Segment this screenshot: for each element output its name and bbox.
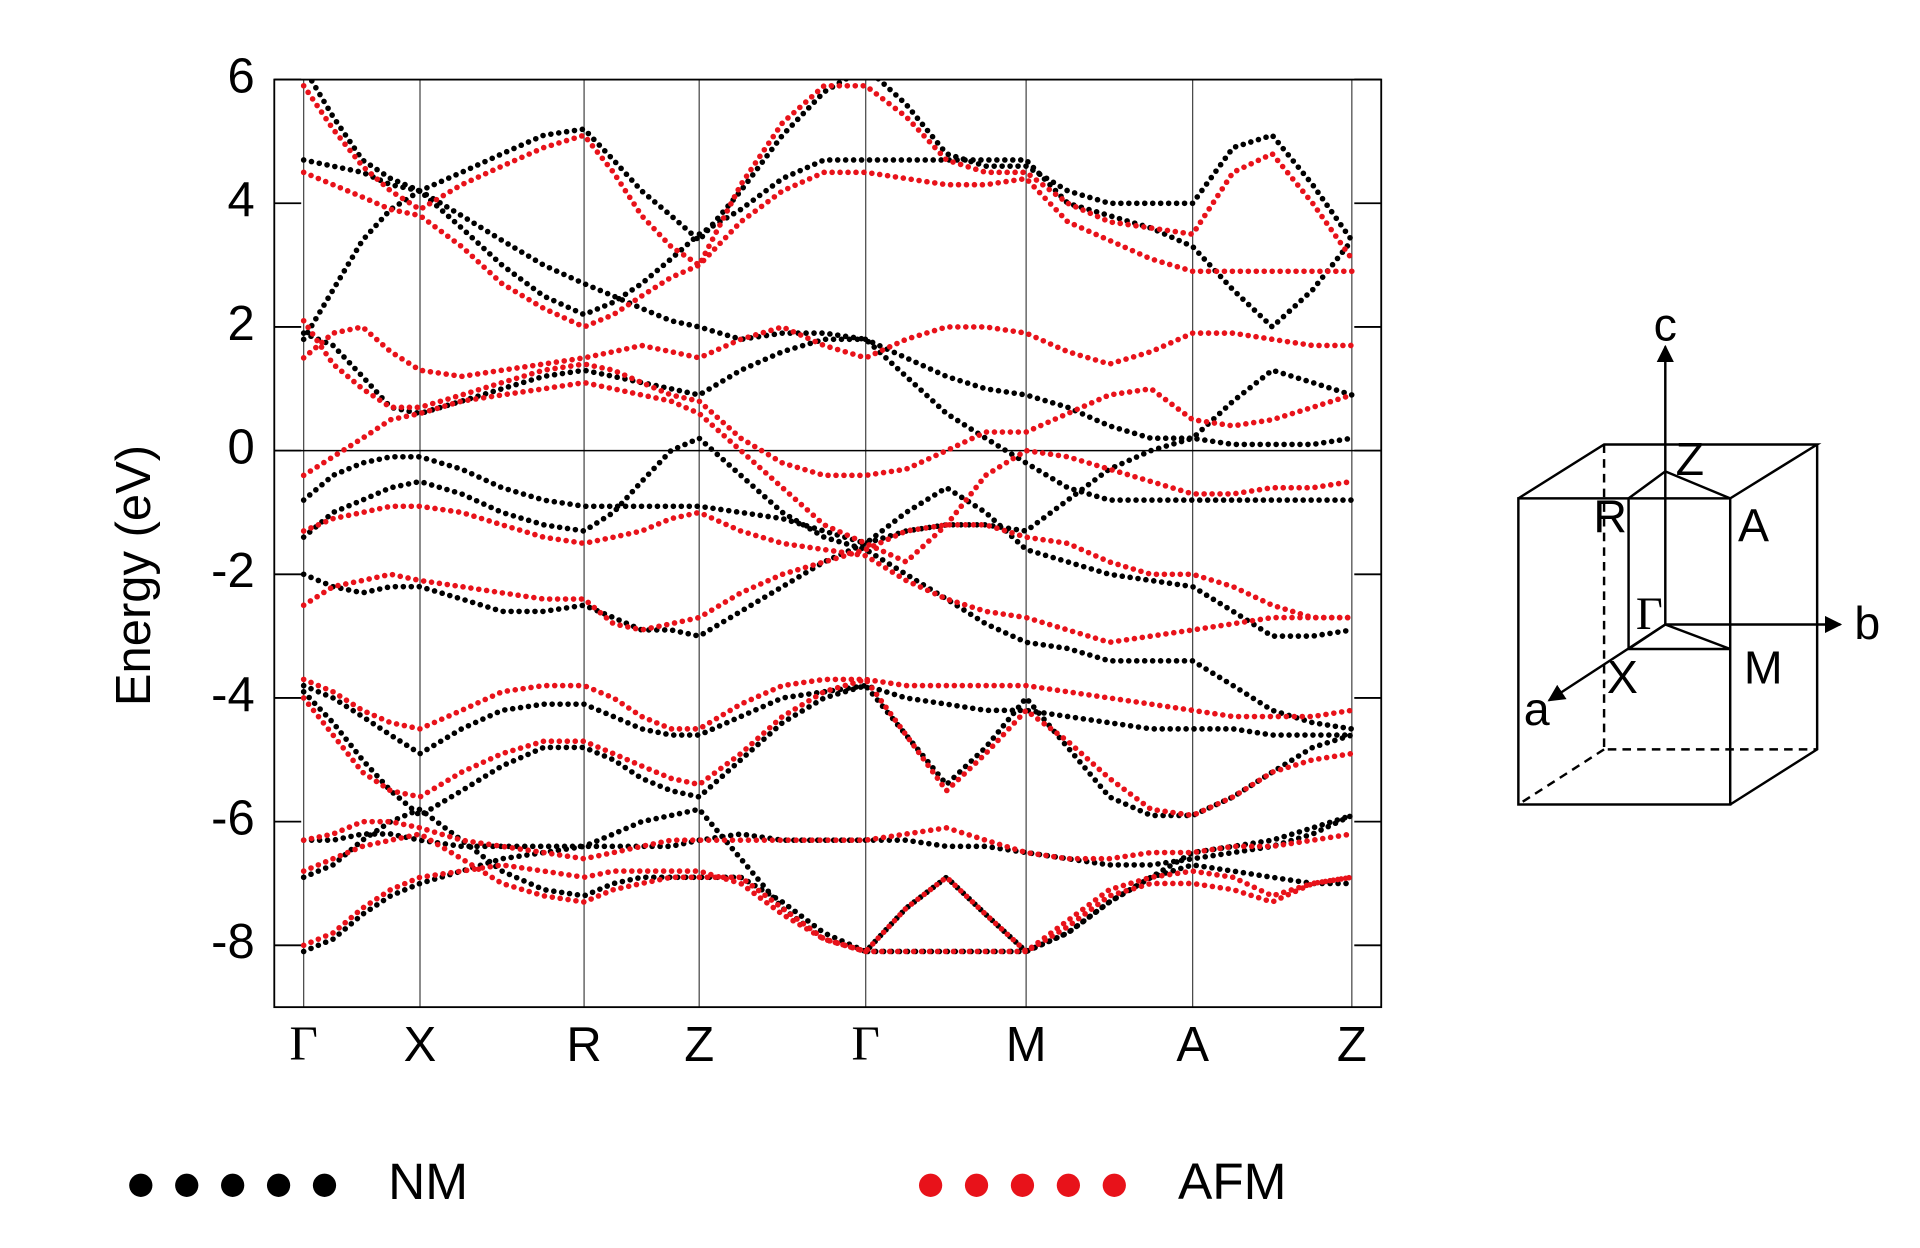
x-tick-label: A: [1176, 1018, 1209, 1072]
band: [300, 187, 1355, 503]
y-tick-label: -6: [211, 792, 255, 846]
legend-marker: [175, 1173, 199, 1197]
band: [300, 676, 1355, 732]
band: [300, 323, 1355, 380]
band: [300, 484, 1355, 640]
bz-label: a: [1524, 683, 1550, 735]
y-tick-label: -8: [211, 915, 255, 969]
legend-marker: [918, 1173, 943, 1197]
bz-label: A: [1738, 499, 1769, 551]
band: [300, 82, 1355, 270]
band: [300, 435, 1355, 547]
x-tick-label: Γ: [852, 1015, 880, 1070]
bz-label: X: [1607, 651, 1638, 703]
legend-marker: [129, 1173, 153, 1197]
band: [300, 379, 1355, 566]
a-axis: [1547, 623, 1666, 702]
band: [300, 831, 1355, 955]
bz-label: R: [1593, 491, 1627, 543]
band: [307, 79, 1355, 245]
band: [300, 676, 1355, 819]
legend-label: AFM: [1178, 1152, 1287, 1210]
band: [300, 806, 1355, 955]
y-tick-label: -2: [211, 544, 255, 598]
legend-marker: [964, 1173, 989, 1197]
band: [300, 434, 1355, 732]
legend-label: NM: [388, 1152, 468, 1210]
band: [300, 682, 1355, 819]
legend-marker: [312, 1173, 337, 1197]
x-tick-label: R: [566, 1018, 601, 1072]
legend: NM AFM: [129, 1152, 1286, 1210]
x-tick-label: M: [1006, 1018, 1047, 1072]
band-plot: Γ X R Z Γ M A Z -8 -6 -4 -2 0 2 4 6: [211, 50, 1383, 1072]
band: [300, 330, 1355, 442]
legend-marker: [1056, 1173, 1080, 1197]
bz-hidden-edges: [1517, 444, 1818, 806]
band: [300, 862, 1355, 955]
y-tick-label: 0: [227, 421, 254, 475]
band: [300, 169, 1355, 331]
bz-front-face: [1517, 497, 1732, 806]
x-tick-label: Z: [1337, 1018, 1367, 1072]
bz-label: Z: [1676, 433, 1704, 485]
legend-marker: [1010, 1173, 1035, 1197]
bz-label: c: [1654, 298, 1677, 350]
band: [300, 682, 1355, 757]
bz-label: Γ: [1636, 589, 1663, 640]
legend-marker: [266, 1173, 291, 1197]
legend-marker: [221, 1173, 245, 1197]
x-tick-label: Γ: [290, 1015, 318, 1070]
band: [300, 521, 1355, 633]
bz-label: b: [1854, 597, 1880, 649]
band: [300, 812, 1355, 868]
plot-frame: [273, 78, 1383, 1009]
bands: [300, 79, 1355, 955]
y-tick-label: 4: [227, 173, 254, 227]
y-tick-label: 2: [227, 297, 254, 351]
band: [300, 317, 1355, 479]
bz-label: M: [1744, 641, 1783, 693]
legend-marker: [1102, 1173, 1126, 1197]
y-axis-label: Energy (eV): [107, 445, 161, 706]
y-tick-label: 6: [227, 50, 254, 104]
band: [300, 157, 1355, 331]
y-tick-label: -4: [211, 668, 255, 722]
x-tick-label: Z: [684, 1018, 714, 1072]
band: [300, 818, 1355, 862]
band: [300, 806, 1355, 955]
x-tick-label: X: [404, 1018, 437, 1072]
band: [300, 503, 1355, 646]
brillouin-zone-inset: [1517, 344, 1843, 806]
